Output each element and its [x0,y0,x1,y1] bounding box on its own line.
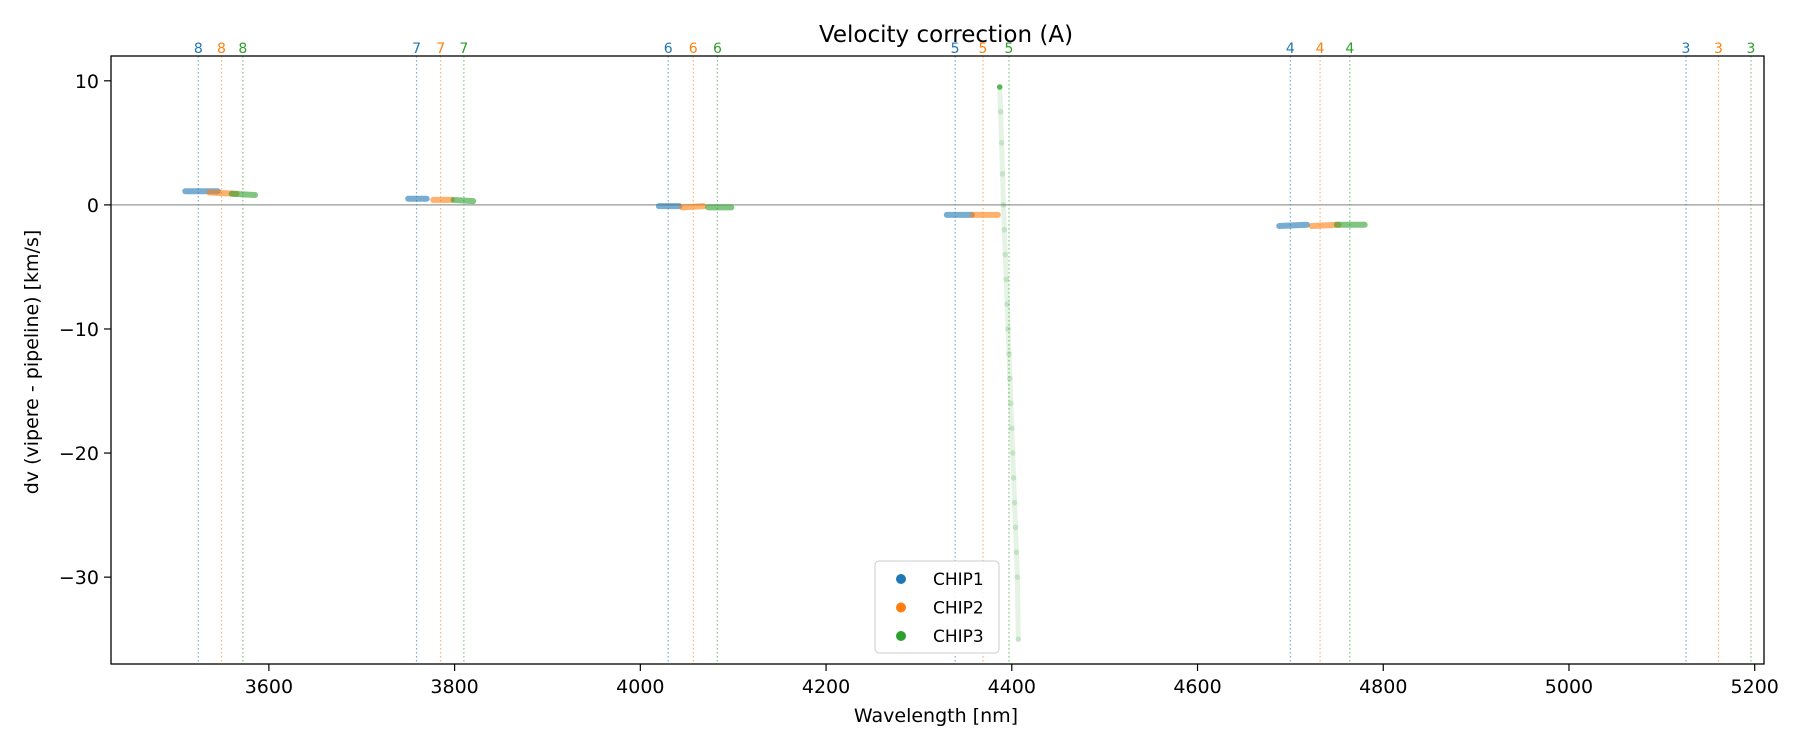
data-point-chip3 [1007,375,1013,382]
plot-frame [110,55,1765,665]
x-tick-label: 4200 [802,676,850,698]
order-marker-label: 5 [1005,41,1014,57]
order-marker-label: 5 [951,41,960,57]
data-curve-chip3 [997,84,1021,642]
order-marker-label: 4 [1316,41,1325,57]
data-point-chip3 [1011,499,1018,506]
data-point-chip3 [1008,400,1014,407]
legend-marker [896,631,906,641]
order-marker-label: 7 [436,41,445,57]
data-point-chip3 [997,109,1004,115]
order-marker-label: 6 [689,41,698,57]
order-marker-label: 3 [1747,41,1756,57]
legend: CHIP1 CHIP2 CHIP3 [874,560,1000,654]
y-tick-label: 10 [75,71,99,93]
legend-label: CHIP2 [933,599,984,619]
order-marker-label: 8 [217,41,226,57]
legend-box [874,560,1000,654]
data-point-chip3 [1015,636,1022,642]
x-tick-label: 4800 [1359,676,1407,698]
order-marker-label: 6 [664,41,673,57]
data-point-chip3 [1013,549,1020,556]
legend-label: CHIP1 [933,570,984,590]
order-marker-label: 7 [459,41,468,57]
order-marker-label: 7 [412,41,421,57]
data-point-chip3 [1005,326,1011,332]
chart-title: Velocity correction (A) [819,22,1073,48]
data-segment-chip2 [679,203,707,211]
y-tick-label: −30 [59,567,99,589]
data-point-chip3 [1002,251,1009,258]
data-point-chip3 [1012,524,1019,531]
x-tick-label: 4400 [988,676,1036,698]
order-marker-label: 3 [1714,41,1723,57]
legend-label: CHIP3 [933,627,984,647]
data-point-chip3 [996,84,1003,90]
order-marker-label: 3 [1682,41,1691,57]
data-point-chip3 [999,171,1006,177]
data-segment-chip3 [228,190,258,198]
order-marker-label: 4 [1345,41,1354,57]
data-group [996,84,1022,642]
data-point-chip3 [1004,301,1010,307]
x-tick-label: 4000 [616,676,664,698]
data-segment-chip3 [450,196,477,205]
order-marker-label: 8 [238,41,247,57]
y-tick-label: −10 [59,319,99,341]
order-marker-label: 8 [194,41,203,57]
x-axis-label: Wavelength [nm] [854,705,1018,727]
x-tick-label: 3600 [245,676,293,698]
y-axis-label: dv (vipere - pipeline) [km/s] [21,230,43,495]
x-tick-label: 5200 [1731,676,1779,698]
data-point-chip3 [1009,450,1016,456]
order-marker-label: 5 [979,41,988,57]
order-marker-label: 4 [1286,41,1295,57]
legend-marker [896,574,906,584]
data-point-chip3 [1001,226,1008,233]
data-point-chip3 [998,140,1005,146]
legend-marker [896,602,906,613]
x-tick-label: 3800 [430,676,478,698]
data-point-chip3 [1003,276,1010,283]
y-tick-label: 0 [87,195,99,217]
y-tick-label: −20 [59,443,99,465]
data-point-chip3 [1010,475,1017,481]
data-point-chip3 [1014,574,1021,580]
data-point-chip3 [1006,350,1012,357]
x-tick-label: 4600 [1173,676,1221,698]
data-point-chip3 [1008,425,1015,432]
data-segment-chip1 [1276,221,1311,229]
data-point-chip3 [1000,202,1007,208]
order-marker-label: 6 [713,41,722,57]
x-tick-label: 5000 [1545,676,1593,698]
